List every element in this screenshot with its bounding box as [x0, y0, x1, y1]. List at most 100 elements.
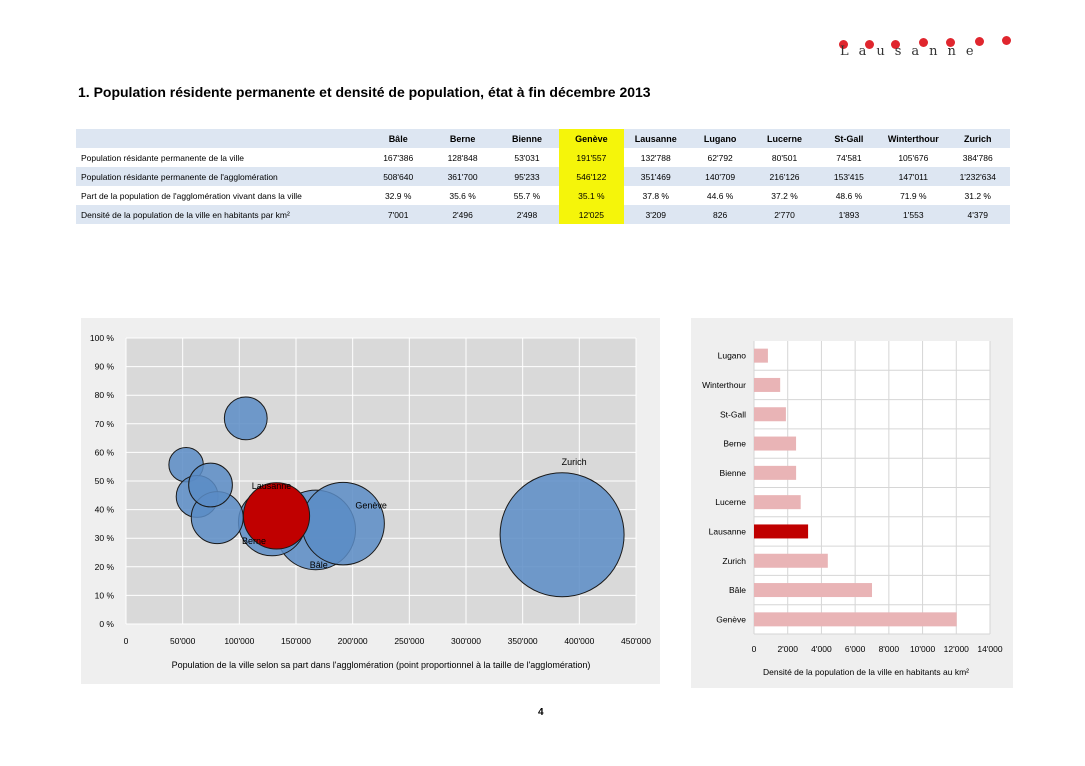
table-cell: 826	[713, 209, 728, 220]
column-header: Bâle	[388, 133, 408, 144]
x-tick-label: 100'000	[224, 636, 254, 646]
table-cell: 55.7 %	[513, 190, 541, 201]
table-cell: 1'553	[903, 209, 924, 220]
density-bar	[754, 436, 797, 451]
density-bar	[754, 348, 768, 363]
logo-dot	[946, 38, 955, 47]
bubble-point	[188, 462, 233, 508]
table-cell: 53'031	[514, 152, 540, 163]
table-cell: 71.9 %	[900, 190, 927, 201]
table-row: Densité de la population de la ville en …	[76, 205, 1010, 224]
table-cell: 140'709	[705, 171, 736, 182]
density-bar	[754, 495, 801, 510]
row-label: Population résidante permanente de la vi…	[81, 152, 245, 163]
category-label: Zurich	[722, 556, 746, 566]
bubble-label: Genève	[355, 501, 387, 511]
column-header: Bienne	[511, 133, 542, 144]
category-label: Lausanne	[709, 526, 747, 536]
row-label: Part de la population de l'agglomération…	[81, 190, 302, 201]
column-header: Zurich	[964, 133, 992, 144]
table-body: Population résidante permanente de la vi…	[76, 148, 1010, 224]
bubble-chart: 0 50'000 100'000 150'000 200'000 250'000 300'0…	[90, 333, 651, 670]
x-tick-label: 0	[752, 644, 757, 654]
row-label: Population résidante permanente de l'agg…	[81, 171, 278, 182]
x-tick-label: 150'000	[281, 636, 311, 646]
table-cell: 4'379	[967, 209, 989, 220]
y-tick-label: 100 %	[90, 333, 115, 343]
table-cell: 1'232'634	[959, 171, 996, 182]
density-bar	[754, 583, 873, 598]
category-label: Lucerne	[715, 497, 746, 507]
category-label: St-Gall	[720, 409, 746, 419]
table-cell: 167'386	[383, 152, 414, 163]
bubble-point	[301, 481, 385, 566]
category-label: Genève	[716, 614, 746, 624]
bubble-point	[499, 472, 625, 598]
category-label: Berne	[723, 439, 746, 449]
x-tick-label: 12'000	[944, 644, 970, 654]
y-tick-label: 70 %	[95, 419, 115, 429]
bubble-point	[223, 396, 268, 441]
column-header: Lucerne	[767, 133, 803, 144]
table-cell: 216'126	[769, 171, 800, 182]
table-cell: 384'786	[962, 152, 993, 163]
x-tick-label: 2'000	[777, 644, 798, 654]
y-tick-label: 30 %	[95, 533, 115, 543]
table-cell: 105'676	[898, 152, 929, 163]
table-cell: 44.6 %	[706, 190, 734, 201]
density-bar-chart-panel: 0 2'000 4'000 6'000 8'000 10'000 12'000 14'000 L…	[691, 318, 1013, 688]
table-row: Part de la population de l'agglomération…	[76, 186, 1010, 205]
lausanne-logo: Lausanne	[832, 32, 1022, 62]
table-header-row: Bâle Berne Bienne Genève Lausanne Lugano Lucer…	[76, 129, 1010, 148]
bubble-label: Lausanne	[252, 481, 292, 491]
y-tick-label: 10 %	[95, 590, 115, 600]
page-title: 1. Population résidente permanente et de…	[78, 84, 651, 100]
table-cell: 191'557	[559, 148, 624, 167]
bubble-chart-panel: 0 50'000 100'000 150'000 200'000 250'000 300'0…	[81, 318, 660, 684]
logo-dot	[865, 40, 874, 49]
table-cell: 147'011	[898, 171, 928, 182]
y-tick-label: 20 %	[95, 562, 115, 572]
density-bar	[754, 524, 809, 539]
y-tick-label: 0 %	[99, 619, 114, 629]
table-cell: 12'025	[559, 205, 624, 224]
x-tick-label: 450'000	[621, 636, 651, 646]
table-cell: 2'496	[452, 209, 473, 220]
table-cell: 80'501	[771, 152, 798, 163]
table-cell: 35.1 %	[559, 186, 624, 205]
row-label: Densité de la population de la ville en …	[81, 209, 290, 220]
density-bar	[754, 407, 786, 422]
category-label: Bâle	[729, 585, 746, 595]
table-cell: 37.8 %	[642, 190, 669, 201]
x-tick-label: 250'000	[394, 636, 424, 646]
bubble-label: Bâle	[310, 560, 328, 570]
logo-dot	[839, 40, 848, 49]
bubble-point	[242, 482, 311, 550]
logo-dot	[975, 37, 984, 46]
x-tick-label: 8'000	[879, 644, 900, 654]
column-header: Lausanne	[634, 133, 677, 144]
x-tick-label: 4'000	[811, 644, 832, 654]
table-cell: 2'498	[516, 209, 538, 220]
x-tick-label: 300'000	[451, 636, 481, 646]
table-row: Population résidante permanente de l'agg…	[76, 167, 1010, 186]
density-bar	[754, 553, 828, 568]
x-tick-label: 50'000	[170, 636, 196, 646]
y-tick-label: 40 %	[95, 505, 115, 515]
y-tick-label: 80 %	[95, 390, 115, 400]
y-tick-label: 90 %	[95, 362, 115, 372]
density-bar-chart: 0 2'000 4'000 6'000 8'000 10'000 12'000 14'000 L…	[702, 341, 1003, 677]
column-header: Genève	[559, 129, 624, 148]
x-tick-label: 14'000	[977, 644, 1003, 654]
category-label: Lugano	[718, 351, 747, 361]
table-cell: 48.6 %	[835, 190, 863, 201]
table-cell: 546'122	[559, 167, 624, 186]
population-table: Bâle Berne Bienne Genève Lausanne Lugano Lucer…	[76, 129, 1010, 224]
table-corner	[76, 129, 366, 148]
table-cell: 35.6 %	[449, 190, 476, 201]
category-label: Bienne	[720, 468, 747, 478]
table-cell: 132'788	[640, 152, 671, 163]
table-cell: 128'848	[447, 152, 478, 163]
column-header: Berne	[449, 133, 476, 144]
table-cell: 3'209	[645, 209, 667, 220]
